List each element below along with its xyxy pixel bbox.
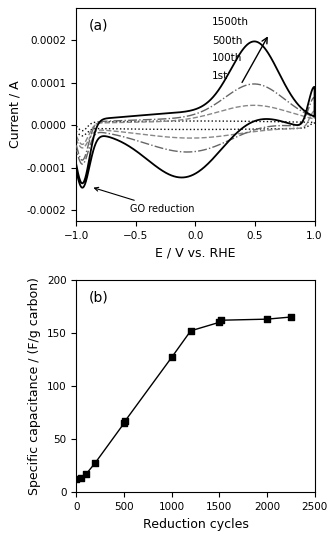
Point <box>169 353 174 362</box>
Y-axis label: Current / A: Current / A <box>8 81 21 148</box>
Point <box>264 315 269 323</box>
X-axis label: Reduction cycles: Reduction cycles <box>142 517 248 531</box>
Text: (a): (a) <box>88 19 108 33</box>
Point <box>121 419 127 427</box>
Text: 100th: 100th <box>212 53 243 64</box>
Text: (b): (b) <box>88 291 108 305</box>
Point <box>218 316 224 324</box>
Point <box>217 318 222 327</box>
Point <box>93 458 98 467</box>
Point <box>188 327 194 335</box>
Point <box>74 474 79 483</box>
Text: 1st: 1st <box>212 71 228 81</box>
Point <box>83 470 89 479</box>
Point <box>122 417 128 425</box>
Text: 1500th: 1500th <box>212 17 249 27</box>
X-axis label: E / V vs. RHE: E / V vs. RHE <box>155 246 236 259</box>
Point <box>288 313 293 321</box>
Text: 500th: 500th <box>212 37 243 46</box>
Y-axis label: Specific capacitance / (F/g carbon): Specific capacitance / (F/g carbon) <box>28 277 41 495</box>
Text: GO reduction: GO reduction <box>94 188 195 214</box>
Point <box>78 473 84 482</box>
